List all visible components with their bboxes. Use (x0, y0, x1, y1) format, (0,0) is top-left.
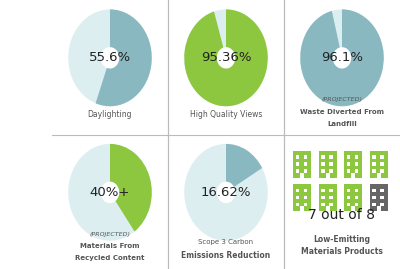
FancyBboxPatch shape (372, 162, 376, 166)
FancyBboxPatch shape (296, 189, 299, 192)
Text: Waste Diverted From: Waste Diverted From (300, 109, 384, 115)
FancyBboxPatch shape (304, 196, 307, 199)
FancyBboxPatch shape (296, 162, 299, 166)
FancyBboxPatch shape (380, 162, 384, 166)
FancyBboxPatch shape (319, 151, 337, 178)
Text: Emissions Reduction: Emissions Reduction (181, 251, 271, 260)
Wedge shape (110, 144, 152, 232)
FancyBboxPatch shape (321, 196, 325, 199)
Text: Materials From: Materials From (80, 243, 140, 249)
FancyBboxPatch shape (347, 196, 350, 199)
FancyBboxPatch shape (319, 184, 337, 211)
Text: Recycled Content: Recycled Content (75, 255, 145, 261)
FancyBboxPatch shape (321, 155, 325, 159)
FancyBboxPatch shape (372, 196, 376, 199)
FancyBboxPatch shape (380, 196, 384, 199)
FancyBboxPatch shape (296, 203, 299, 206)
FancyBboxPatch shape (296, 169, 299, 173)
FancyBboxPatch shape (380, 155, 384, 159)
FancyBboxPatch shape (347, 162, 350, 166)
FancyBboxPatch shape (293, 151, 311, 178)
FancyBboxPatch shape (321, 189, 325, 192)
FancyBboxPatch shape (370, 184, 388, 211)
FancyBboxPatch shape (344, 184, 362, 211)
FancyBboxPatch shape (329, 189, 333, 192)
FancyBboxPatch shape (377, 206, 381, 211)
FancyBboxPatch shape (347, 203, 350, 206)
FancyBboxPatch shape (321, 203, 325, 206)
FancyBboxPatch shape (326, 206, 330, 211)
Text: Daylighting: Daylighting (88, 110, 132, 119)
FancyBboxPatch shape (372, 189, 376, 192)
FancyBboxPatch shape (329, 196, 333, 199)
FancyBboxPatch shape (296, 155, 299, 159)
Text: 7 out of 8: 7 out of 8 (308, 208, 376, 222)
FancyBboxPatch shape (372, 155, 376, 159)
Text: 55.6%: 55.6% (89, 51, 131, 64)
FancyBboxPatch shape (304, 203, 307, 206)
FancyBboxPatch shape (329, 169, 333, 173)
FancyBboxPatch shape (377, 173, 381, 178)
Text: 16.62%: 16.62% (201, 186, 251, 199)
Wedge shape (68, 9, 152, 106)
FancyBboxPatch shape (304, 155, 307, 159)
FancyBboxPatch shape (329, 203, 333, 206)
Wedge shape (68, 144, 152, 241)
Text: 95.36%: 95.36% (201, 51, 251, 64)
FancyBboxPatch shape (355, 169, 358, 173)
FancyBboxPatch shape (355, 162, 358, 166)
FancyBboxPatch shape (300, 206, 304, 211)
Text: (PROJECTED): (PROJECTED) (90, 232, 130, 236)
FancyBboxPatch shape (293, 184, 311, 211)
Wedge shape (184, 144, 268, 241)
FancyBboxPatch shape (321, 169, 325, 173)
FancyBboxPatch shape (300, 173, 304, 178)
FancyBboxPatch shape (344, 151, 362, 178)
Wedge shape (300, 9, 384, 106)
FancyBboxPatch shape (372, 203, 376, 206)
Text: (PROJECTED): (PROJECTED) (322, 97, 362, 102)
Wedge shape (226, 144, 262, 187)
FancyBboxPatch shape (304, 162, 307, 166)
Text: Scope 3 Carbon: Scope 3 Carbon (198, 239, 254, 245)
FancyBboxPatch shape (304, 189, 307, 192)
FancyBboxPatch shape (321, 162, 325, 166)
FancyBboxPatch shape (355, 203, 358, 206)
FancyBboxPatch shape (355, 155, 358, 159)
FancyBboxPatch shape (326, 173, 330, 178)
FancyBboxPatch shape (355, 196, 358, 199)
Wedge shape (184, 9, 268, 106)
FancyBboxPatch shape (304, 169, 307, 173)
Text: High Quality Views: High Quality Views (190, 110, 262, 119)
FancyBboxPatch shape (370, 151, 388, 178)
FancyBboxPatch shape (355, 189, 358, 192)
FancyBboxPatch shape (380, 203, 384, 206)
Text: Low-Emitting: Low-Emitting (314, 235, 370, 244)
FancyBboxPatch shape (347, 189, 350, 192)
FancyBboxPatch shape (351, 173, 356, 178)
Wedge shape (96, 9, 152, 106)
FancyBboxPatch shape (347, 169, 350, 173)
FancyBboxPatch shape (296, 196, 299, 199)
Wedge shape (300, 9, 384, 106)
FancyBboxPatch shape (329, 162, 333, 166)
FancyBboxPatch shape (380, 169, 384, 173)
FancyBboxPatch shape (380, 189, 384, 192)
FancyBboxPatch shape (329, 155, 333, 159)
FancyBboxPatch shape (347, 155, 350, 159)
Wedge shape (184, 9, 268, 106)
Text: Key Sustainability Facts: Key Sustainability Facts (21, 77, 31, 192)
FancyBboxPatch shape (372, 169, 376, 173)
FancyBboxPatch shape (351, 206, 356, 211)
Text: 40%+: 40%+ (90, 186, 130, 199)
Text: 96.1%: 96.1% (321, 51, 363, 64)
Text: Materials Products: Materials Products (301, 247, 383, 256)
Text: Landfill: Landfill (327, 121, 357, 127)
